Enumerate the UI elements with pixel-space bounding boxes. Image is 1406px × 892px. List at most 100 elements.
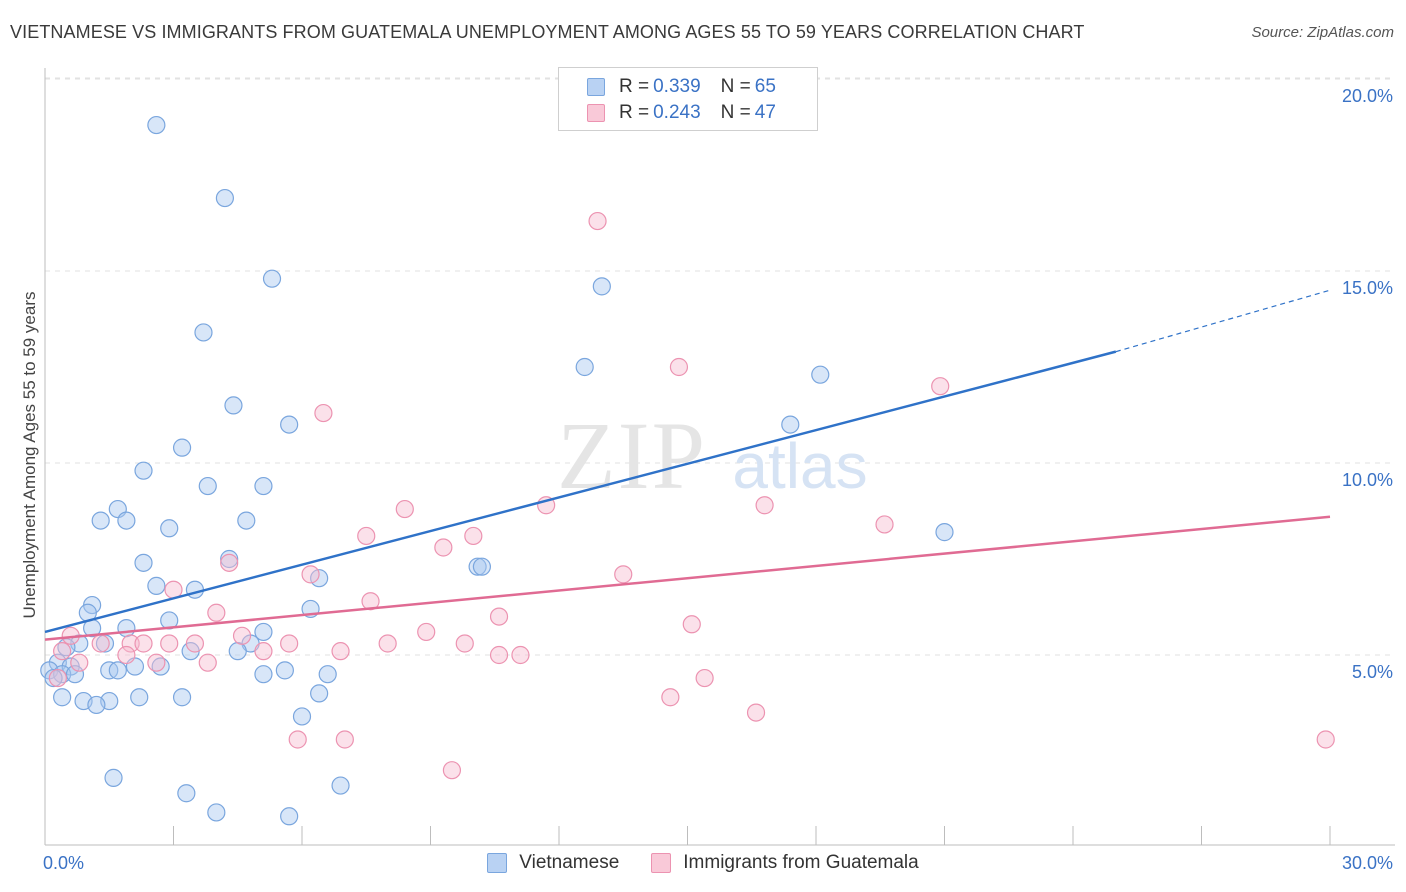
guatemala-point — [48, 668, 67, 688]
vietnamese-point — [781, 415, 800, 434]
vietnamese-point — [147, 576, 166, 595]
vietnamese-point — [160, 519, 179, 538]
vietnamese-point — [228, 642, 247, 661]
vietnamese-point — [310, 684, 329, 703]
series-legend: Vietnamese Immigrants from Guatemala — [0, 852, 1406, 874]
legend-n-value: 65 — [754, 76, 776, 97]
legend-row-vietnamese: R = 0.339 N = 65 — [587, 75, 776, 99]
guatemala-point — [331, 642, 350, 661]
legend-r-label: R = — [619, 102, 650, 123]
legend-swatch-blue — [487, 853, 508, 873]
vietnamese-point — [575, 357, 594, 377]
vietnamese-point — [44, 668, 63, 688]
guatemala-point — [232, 626, 252, 645]
vietnamese-point — [215, 188, 234, 208]
guatemala-point — [378, 634, 397, 653]
guatemala-point — [147, 653, 166, 672]
vietnamese-point — [331, 776, 350, 795]
vietnamese-point — [134, 461, 153, 480]
legend-r-value: 0.339 — [653, 76, 701, 97]
vietnamese-point — [108, 661, 127, 680]
vietnamese-point — [592, 277, 611, 296]
legend-n-label: N = — [720, 76, 751, 97]
guatemala-point — [357, 526, 376, 546]
axes — [44, 68, 1395, 846]
legend-label-vietnamese: Vietnamese — [519, 852, 620, 873]
guatemala-point — [220, 553, 239, 572]
legend-item-guatemala: Immigrants from Guatemala — [651, 852, 919, 874]
guatemala-point — [661, 688, 680, 707]
guatemala-point — [53, 642, 72, 661]
guatemala-point — [588, 211, 607, 231]
chart-title: VIETNAMESE VS IMMIGRANTS FROM GUATEMALA … — [10, 22, 1085, 42]
guatemala-point — [314, 403, 333, 423]
y-tick-label: 10.0% — [1342, 470, 1393, 490]
guatemala-point — [489, 607, 509, 626]
vietnamese-point — [220, 549, 239, 569]
guatemala-point — [288, 730, 307, 749]
guatemala-point — [669, 357, 689, 377]
vietnamese-point — [172, 438, 192, 457]
vietnamese-point — [275, 661, 294, 680]
vietnamese-trend-extension — [1115, 289, 1331, 353]
legend-swatch-pink — [651, 853, 672, 873]
vietnamese-point — [172, 688, 192, 707]
gridlines — [45, 77, 1395, 656]
guatemala-point — [464, 526, 483, 546]
guatemala-trend-line — [44, 515, 1331, 641]
guatemala-point — [335, 730, 354, 749]
correlation-legend: R = 0.339 N = 65 R = 0.243 N = 47 — [558, 67, 818, 131]
vietnamese-point — [91, 511, 110, 530]
vietnamese-point — [310, 569, 329, 588]
vietnamese-point — [134, 553, 153, 572]
legend-r-label: R = — [619, 76, 650, 97]
vietnamese-point — [280, 807, 299, 826]
vietnamese-point — [472, 557, 491, 576]
guatemala-point — [160, 634, 179, 653]
y-tick-label: 5.0% — [1352, 662, 1393, 682]
guatemala-point — [301, 565, 320, 584]
watermark-atlas: atlas — [732, 430, 867, 502]
x-tick-label-max: 30.0% — [1342, 853, 1393, 873]
vietnamese-point — [224, 396, 243, 415]
guatemala-point — [931, 377, 950, 396]
guatemala-point — [875, 515, 894, 534]
vietnamese-point — [254, 622, 273, 642]
guatemala-point — [121, 634, 140, 653]
vietnamese-point — [104, 768, 123, 787]
x-tick-label-min: 0.0% — [43, 853, 84, 873]
vietnamese-point — [177, 784, 196, 803]
guatemala-point — [280, 634, 299, 653]
guatemala-point — [70, 653, 89, 672]
guatemala-point — [695, 668, 714, 688]
guatemala-point — [91, 634, 110, 653]
legend-n-value: 47 — [754, 102, 776, 123]
vietnamese-point — [194, 323, 213, 342]
legend-swatch-blue — [587, 78, 605, 96]
vietnamese-point — [262, 269, 282, 288]
vietnamese-trend-line — [44, 350, 1117, 634]
legend-row-guatemala: R = 0.243 N = 47 — [587, 101, 776, 125]
guatemala-point — [134, 634, 153, 653]
guatemala-point — [198, 653, 217, 672]
y-tick-label: 20.0% — [1342, 86, 1393, 106]
vietnamese-point — [117, 619, 136, 638]
guatemala-point — [434, 538, 453, 557]
vietnamese-point — [207, 803, 226, 822]
tick-labels: 5.0% 10.0% 15.0% 20.0% 0.0% 30.0% — [43, 86, 1393, 873]
guatemala-point — [1316, 730, 1335, 749]
vietnamese-point — [292, 707, 312, 726]
vietnamese-point — [318, 665, 337, 684]
guatemala-point — [417, 622, 436, 642]
legend-label-guatemala: Immigrants from Guatemala — [683, 852, 919, 873]
vietnamese-point — [237, 511, 256, 530]
y-axis-title: Unemployment Among Ages 55 to 59 years — [20, 291, 39, 619]
vietnamese-point — [811, 365, 830, 384]
guatemala-point — [755, 496, 774, 515]
vietnamese-point — [87, 695, 106, 715]
vietnamese-point — [254, 476, 273, 496]
trend-lines — [44, 289, 1331, 641]
guatemala-point — [117, 645, 136, 665]
guatemala-point — [207, 603, 226, 622]
